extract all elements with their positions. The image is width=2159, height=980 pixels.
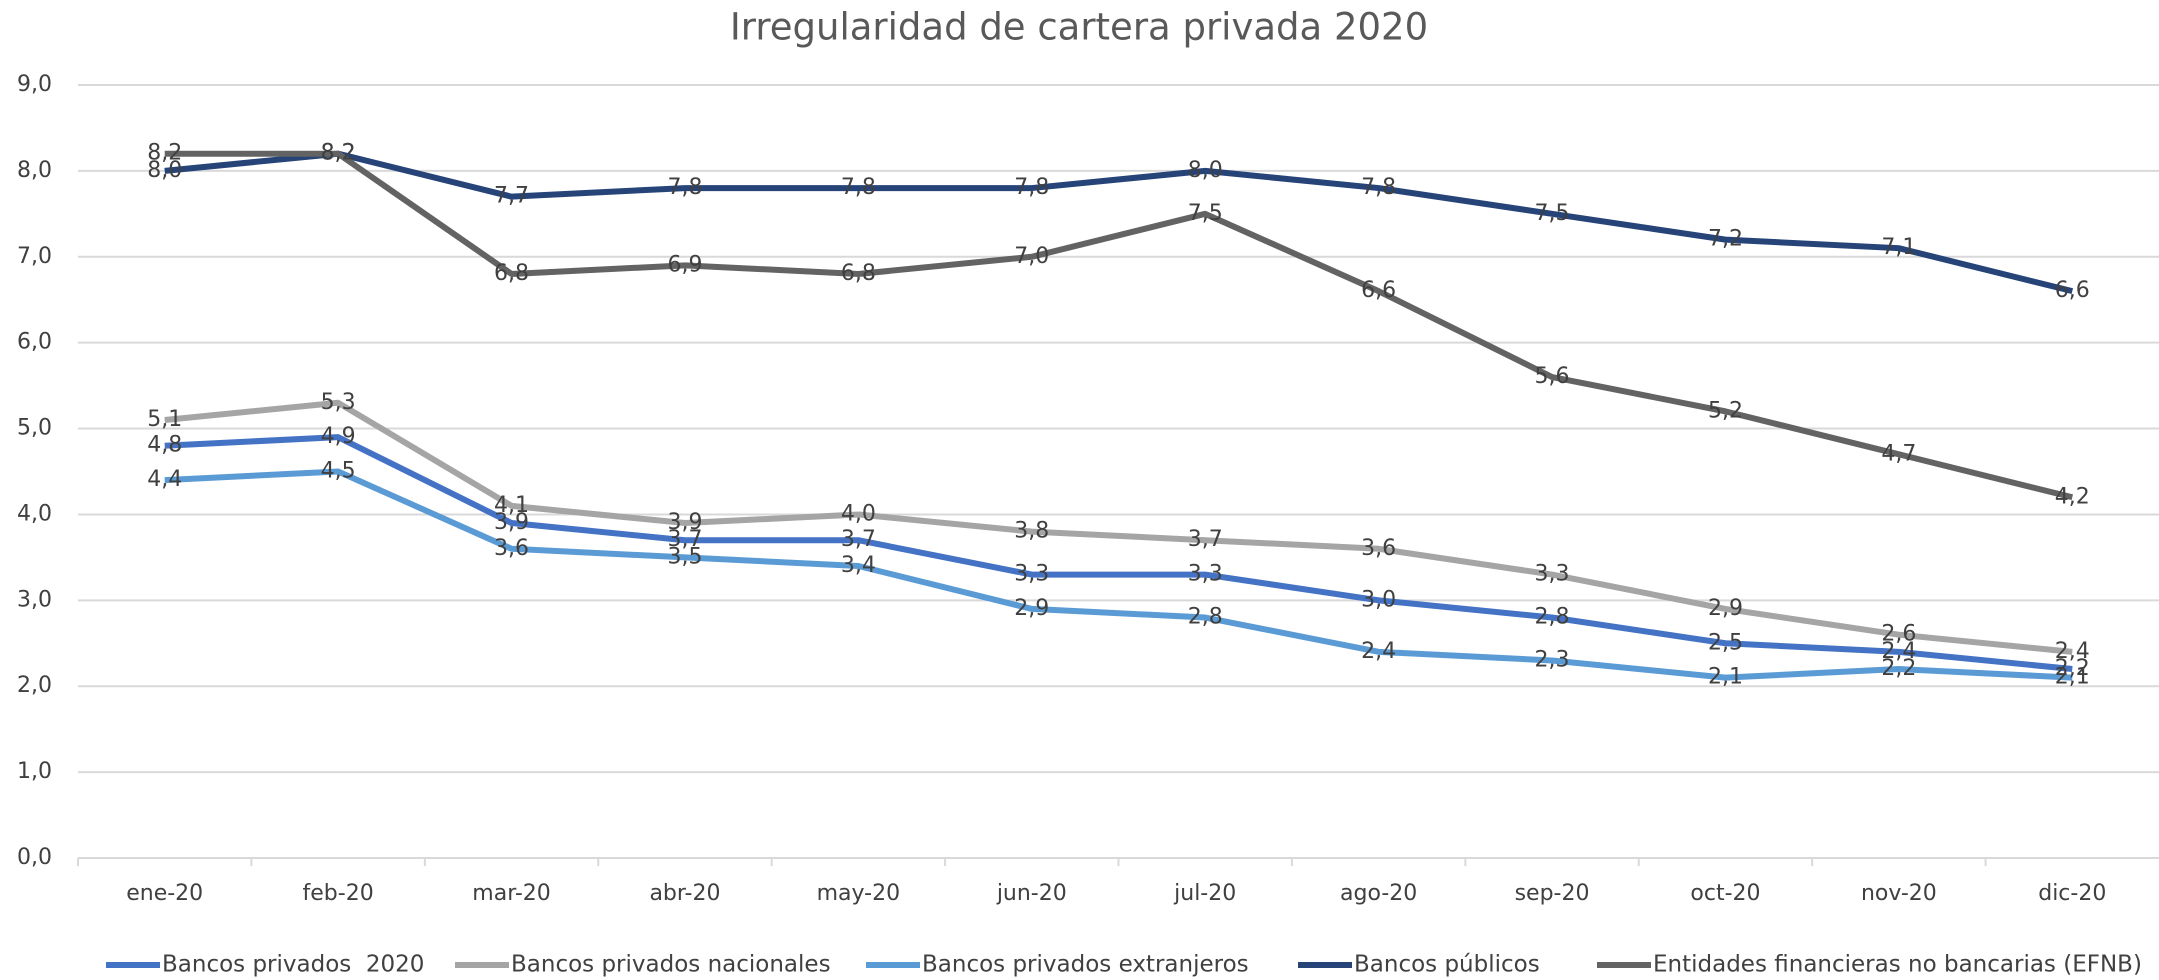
series-line [164, 399, 2073, 655]
data-label: 8,2 [321, 141, 356, 166]
x-tick-label: ago-20 [1340, 881, 1417, 906]
y-tick-label: 5,0 [17, 416, 52, 441]
data-label: 6,8 [841, 261, 876, 286]
x-tick-label: oct-20 [1690, 881, 1760, 906]
data-label: 8,2 [147, 141, 182, 166]
data-label: 6,8 [494, 261, 529, 286]
data-label: 4,7 [1881, 441, 1916, 466]
y-tick-label: 9,0 [17, 72, 52, 97]
data-label: 2,9 [1708, 596, 1743, 621]
series-line [164, 150, 2074, 501]
data-label: 7,0 [1014, 244, 1049, 269]
data-label: 8,0 [147, 158, 182, 183]
data-label: 8,2 [321, 141, 356, 166]
data-label: 7,8 [1014, 175, 1049, 200]
data-label: 7,5 [1188, 201, 1223, 226]
data-label: 7,2 [1708, 227, 1743, 252]
x-tick-label: mar-20 [472, 881, 550, 906]
data-label: 3,3 [1535, 562, 1570, 587]
data-label: 5,1 [147, 407, 182, 432]
y-tick-label: 8,0 [17, 158, 52, 183]
data-label: 4,2 [2055, 484, 2090, 509]
data-label: 2,3 [1535, 647, 1570, 672]
data-label: 2,2 [2055, 656, 2090, 681]
x-tick-label: may-20 [817, 881, 900, 906]
data-label: 4,8 [147, 433, 182, 458]
data-label: 2,8 [1535, 605, 1570, 630]
series-line [164, 150, 2074, 295]
data-label: 3,3 [1188, 562, 1223, 587]
data-label: 7,8 [841, 175, 876, 200]
data-label: 6,6 [2055, 278, 2090, 303]
data-label: 2,6 [1881, 622, 1916, 647]
data-label: 4,5 [321, 459, 356, 484]
data-label: 5,6 [1535, 364, 1570, 389]
data-label: 7,5 [1535, 201, 1570, 226]
data-label: 3,9 [494, 510, 529, 535]
legend-label: Entidades financieras no bancarias (EFNB… [1653, 952, 2142, 978]
chart-title: Irregularidad de cartera privada 2020 [730, 6, 1428, 49]
data-label: 3,0 [1361, 587, 1396, 612]
data-label: 3,8 [1014, 519, 1049, 544]
data-label: 2,8 [1188, 605, 1223, 630]
data-label: 7,8 [1361, 175, 1396, 200]
data-label: 3,5 [667, 544, 702, 569]
data-label: 4,9 [321, 424, 356, 449]
data-label: 3,3 [1014, 562, 1049, 587]
x-tick-label: jun-20 [996, 881, 1067, 906]
data-label: 3,7 [667, 527, 702, 552]
x-tick-label: sep-20 [1515, 881, 1590, 906]
data-label: 5,2 [1708, 398, 1743, 423]
data-label: 4,0 [841, 501, 876, 526]
data-label: 3,9 [667, 510, 702, 535]
data-label: 3,6 [1361, 536, 1396, 561]
data-label: 2,1 [2055, 665, 2090, 690]
data-label: 3,7 [1188, 527, 1223, 552]
data-label: 6,9 [667, 252, 702, 277]
data-label: 6,6 [1361, 278, 1396, 303]
y-tick-label: 3,0 [17, 587, 52, 612]
x-tick-label: nov-20 [1861, 881, 1937, 906]
data-label: 2,5 [1708, 630, 1743, 655]
data-label: 7,1 [1881, 235, 1916, 260]
data-label: 2,4 [2055, 639, 2090, 664]
series-line [164, 468, 2073, 681]
data-label: 3,6 [494, 536, 529, 561]
legend-label: Bancos privados 2020 [162, 952, 424, 978]
data-label: 7,8 [667, 175, 702, 200]
data-label: 2,4 [1361, 639, 1396, 664]
y-tick-label: 2,0 [17, 673, 52, 698]
x-tick-label: jul-20 [1173, 881, 1236, 906]
legend-label: Bancos privados nacionales [511, 952, 831, 978]
data-label: 8,0 [1188, 158, 1223, 183]
data-label: 2,4 [1881, 639, 1916, 664]
data-label: 5,3 [321, 390, 356, 415]
y-tick-label: 0,0 [17, 845, 52, 870]
y-tick-label: 1,0 [17, 759, 52, 784]
data-label: 4,1 [494, 493, 529, 518]
x-tick-label: abr-20 [649, 881, 720, 906]
data-label: 4,4 [147, 467, 182, 492]
data-label: 3,4 [841, 553, 876, 578]
data-label: 2,9 [1014, 596, 1049, 621]
y-tick-label: 6,0 [17, 330, 52, 355]
data-label: 7,7 [494, 184, 529, 209]
x-tick-label: ene-20 [126, 881, 203, 906]
x-tick-label: dic-20 [2038, 881, 2106, 906]
data-label: 2,2 [1881, 656, 1916, 681]
y-tick-label: 7,0 [17, 244, 52, 269]
data-label: 3,7 [841, 527, 876, 552]
x-tick-label: feb-20 [303, 881, 374, 906]
series-line [164, 434, 2073, 673]
legend-label: Bancos públicos [1354, 952, 1540, 978]
data-label: 2,1 [1708, 665, 1743, 690]
y-tick-label: 4,0 [17, 501, 52, 526]
legend-label: Bancos privados extranjeros [922, 952, 1249, 978]
